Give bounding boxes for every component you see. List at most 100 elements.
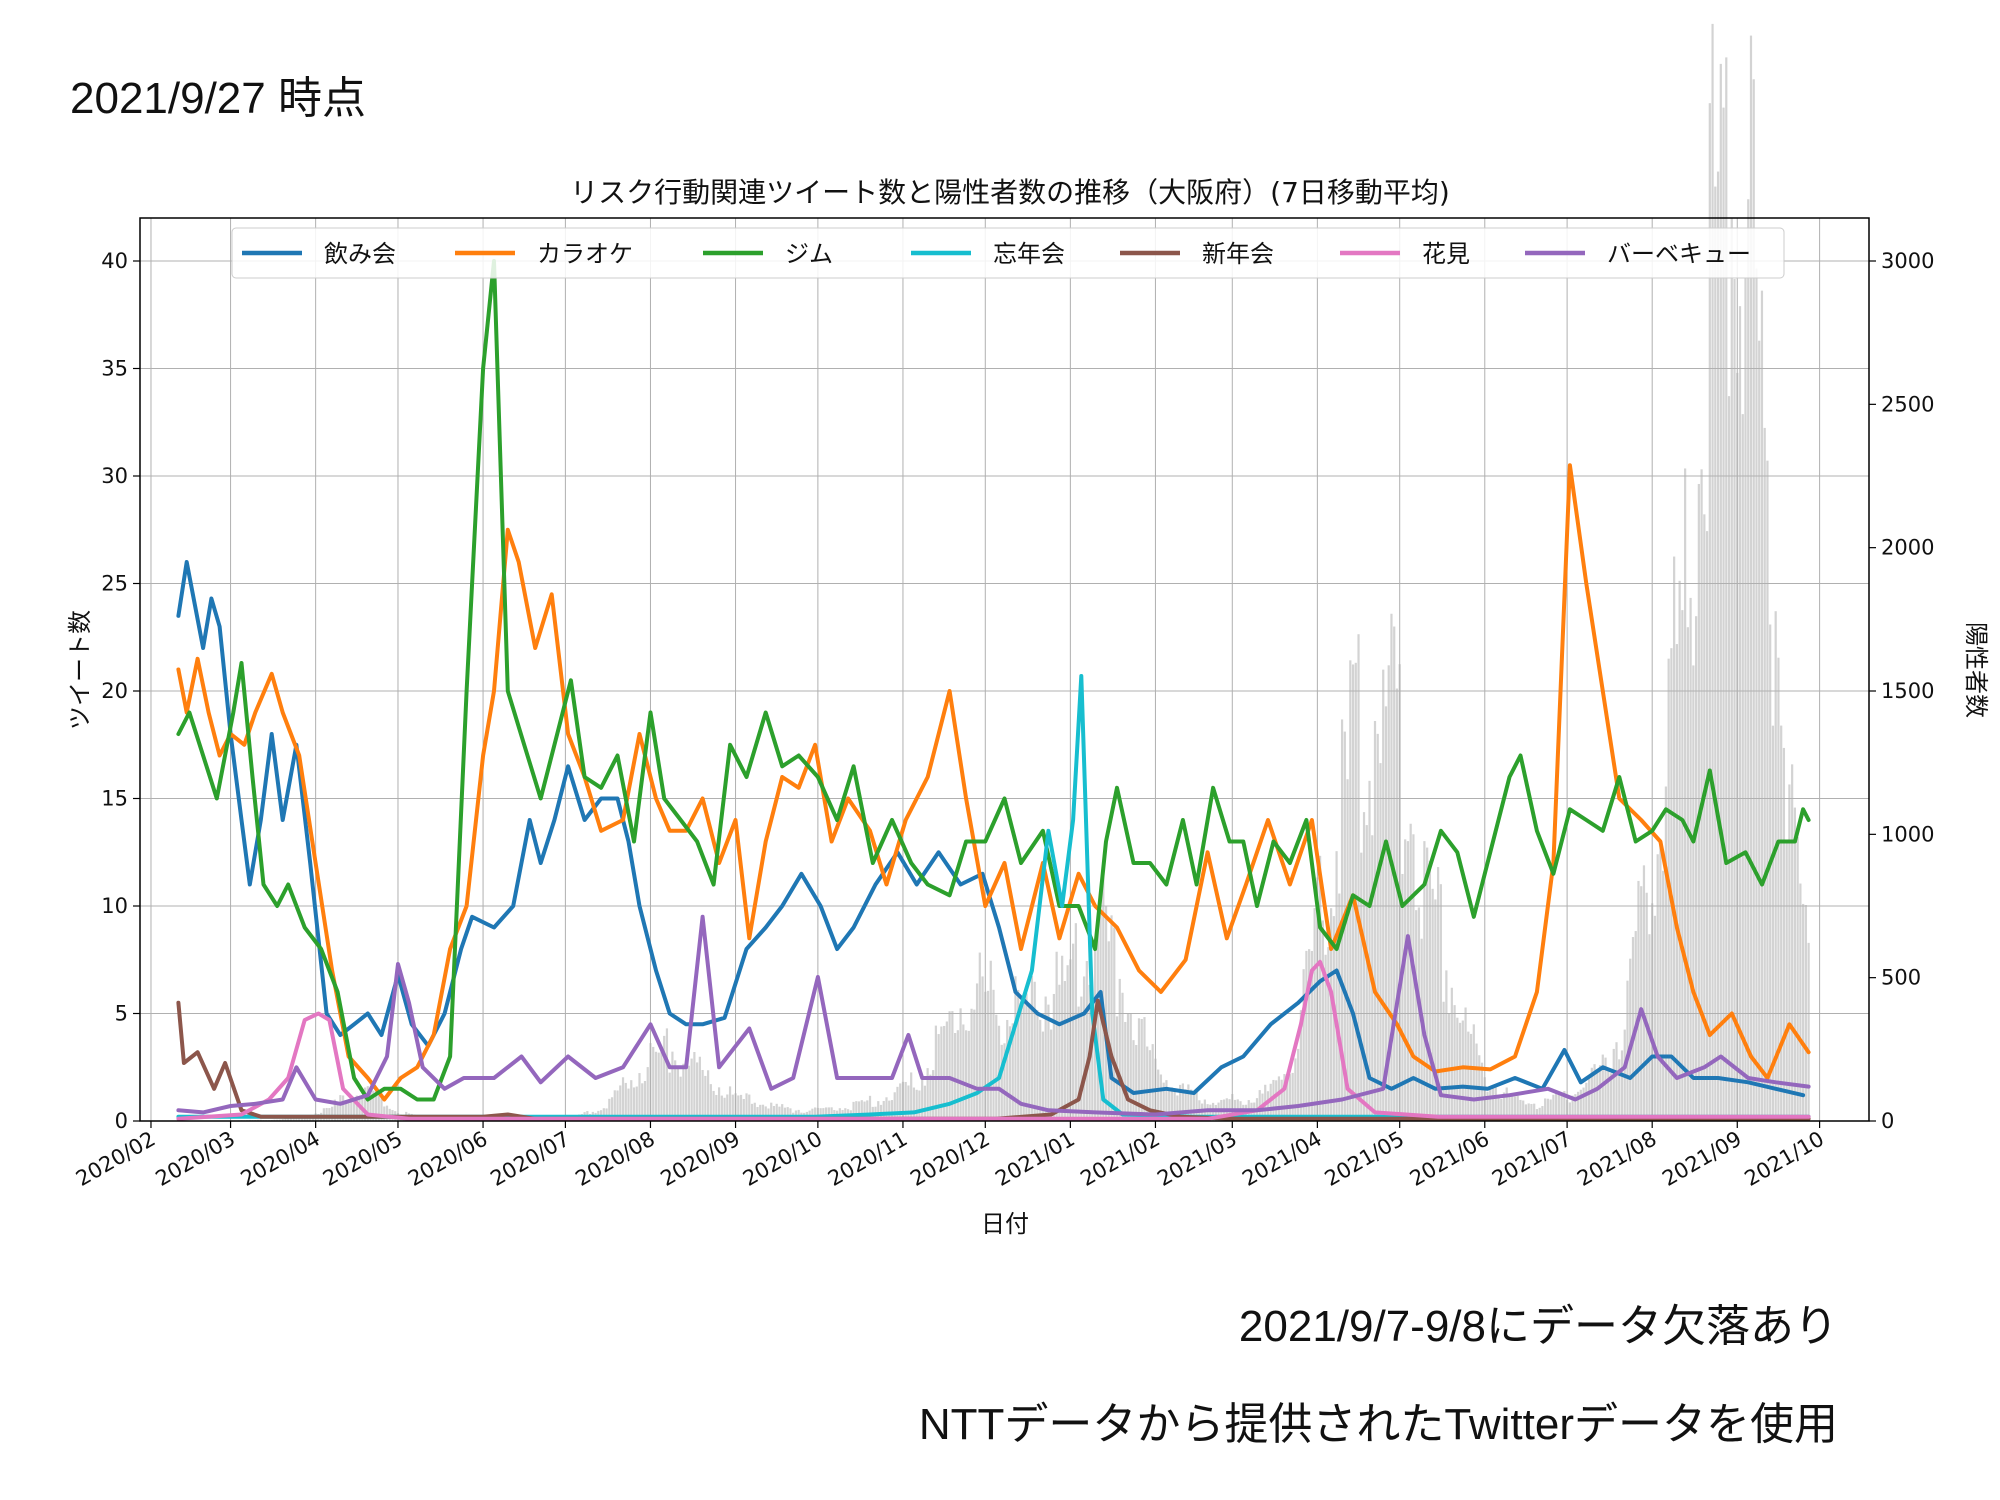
positive-case-bar: [674, 1060, 677, 1121]
positive-case-bar: [1766, 460, 1769, 1121]
positive-case-bar: [1596, 1070, 1599, 1121]
positive-case-bar: [325, 1107, 328, 1121]
positive-case-bar: [627, 1088, 630, 1121]
positive-case-bar: [756, 1107, 759, 1121]
positive-case-bar: [753, 1102, 756, 1121]
snapshot-date-label: 2021/9/27 時点: [70, 74, 366, 123]
positive-case-bar: [1319, 855, 1322, 1121]
positive-case-bar: [1102, 867, 1105, 1121]
positive-case-bar: [643, 1080, 647, 1121]
y2-axis-label: 陽性者数: [1962, 622, 1990, 718]
positive-case-bar: [1275, 1080, 1278, 1121]
positive-case-bar: [613, 1090, 616, 1121]
positive-case-bar: [1527, 1103, 1530, 1121]
positive-case-bar: [1491, 1087, 1495, 1121]
positive-case-bar: [1017, 989, 1020, 1121]
positive-case-bar: [1505, 1087, 1508, 1121]
positive-case-bar: [1439, 884, 1442, 1121]
positive-case-bar: [1365, 825, 1368, 1121]
positive-case-bar: [295, 1117, 298, 1121]
x-tick-label: 2021/09: [1658, 1127, 1746, 1191]
positive-case-bar: [619, 1085, 622, 1121]
positive-case-bar: [621, 1077, 625, 1121]
x-tick-label: 2020/04: [237, 1127, 325, 1191]
positive-case-bar: [737, 1095, 740, 1121]
x-tick-label: 2020/10: [739, 1127, 827, 1191]
positive-case-bar: [1716, 171, 1720, 1122]
positive-case-bar: [1576, 1091, 1580, 1121]
positive-case-bar: [1749, 35, 1753, 1121]
positive-case-bar: [1618, 1059, 1621, 1121]
positive-case-bar: [385, 1105, 389, 1121]
positive-case-bar: [358, 1099, 361, 1121]
series-line-ジム: [176, 259, 1811, 1102]
positive-case-bar: [1769, 624, 1772, 1121]
data-missing-note: 2021/9/7-9/8にデータ欠落あり: [1238, 1302, 1838, 1351]
x-tick-label: 2021/06: [1406, 1127, 1494, 1191]
positive-case-bar: [715, 1094, 718, 1121]
positive-case-bar: [1448, 1013, 1451, 1121]
y-axis-label: ツイート数: [66, 610, 94, 730]
x-tick-label: 2020/03: [152, 1127, 240, 1191]
positive-case-bar: [926, 1068, 929, 1121]
positive-case-bar: [1373, 720, 1377, 1121]
positive-case-bar: [1368, 780, 1371, 1121]
positive-case-bar: [679, 1076, 682, 1121]
positive-case-bar: [877, 1101, 880, 1121]
positive-case-bar: [1758, 340, 1761, 1121]
positive-case-bar: [1727, 396, 1731, 1121]
positive-case-bar: [973, 1009, 976, 1121]
positive-case-bar: [1349, 660, 1352, 1121]
positive-case-bar: [1615, 1042, 1618, 1121]
positive-case-bar: [1176, 1095, 1179, 1121]
positive-case-bar: [1107, 941, 1110, 1121]
positive-case-bar: [772, 1106, 776, 1121]
positive-case-bar: [707, 1070, 710, 1121]
y-tick-label: 15: [101, 787, 128, 811]
positive-case-bar: [1019, 1006, 1023, 1121]
positive-case-bar: [1587, 1078, 1591, 1121]
positive-case-bar: [698, 1056, 701, 1121]
positive-case-bar: [1121, 992, 1124, 1121]
positive-case-bar: [660, 1048, 663, 1121]
positive-case-bar: [1091, 994, 1094, 1121]
plot-frame: [139, 217, 1870, 1122]
positive-case-bar: [1659, 841, 1662, 1121]
positive-case-bar: [685, 1064, 688, 1121]
positive-case-bar: [616, 1090, 619, 1121]
positive-case-bar: [759, 1104, 762, 1121]
positive-case-bar: [1192, 1092, 1195, 1121]
positive-case-bar: [912, 1087, 916, 1121]
positive-case-bar: [1379, 763, 1382, 1121]
positive-case-bar: [1560, 1093, 1563, 1121]
positive-case-bar: [1148, 1050, 1152, 1121]
positive-case-bar: [899, 1083, 902, 1121]
y2-tick-label: 500: [1881, 966, 1921, 990]
y2-tick-label: 0: [1881, 1109, 1894, 1133]
positive-case-bar: [1346, 779, 1349, 1121]
positive-case-bar: [1434, 899, 1437, 1121]
positive-case-bar: [610, 1097, 614, 1121]
positive-case-bar: [775, 1103, 778, 1121]
positive-case-bar: [1692, 665, 1695, 1121]
positive-case-bar: [1258, 1090, 1261, 1121]
positive-case-bar: [372, 1090, 375, 1121]
positive-case-bar: [1541, 1106, 1544, 1121]
positive-case-bar: [1214, 1104, 1217, 1121]
positive-case-bar: [1450, 987, 1453, 1121]
positive-case-bar: [624, 1082, 627, 1121]
positive-case-bar: [1423, 841, 1426, 1121]
positive-case-bar: [1310, 950, 1313, 1121]
positive-case-bar: [868, 1095, 872, 1121]
positive-case-bar: [1022, 1003, 1025, 1121]
positive-case-bar: [1313, 908, 1316, 1121]
positive-case-bar: [750, 1103, 754, 1121]
positive-case-bar: [1637, 880, 1640, 1121]
positive-case-bar: [989, 960, 992, 1121]
positive-case-bar: [1442, 1001, 1445, 1121]
positive-case-bar: [284, 1118, 287, 1121]
positive-case-bar: [1047, 1004, 1050, 1121]
positive-case-bar: [978, 952, 981, 1121]
positive-case-bar: [1162, 1082, 1165, 1121]
positive-case-bar: [289, 1118, 293, 1121]
